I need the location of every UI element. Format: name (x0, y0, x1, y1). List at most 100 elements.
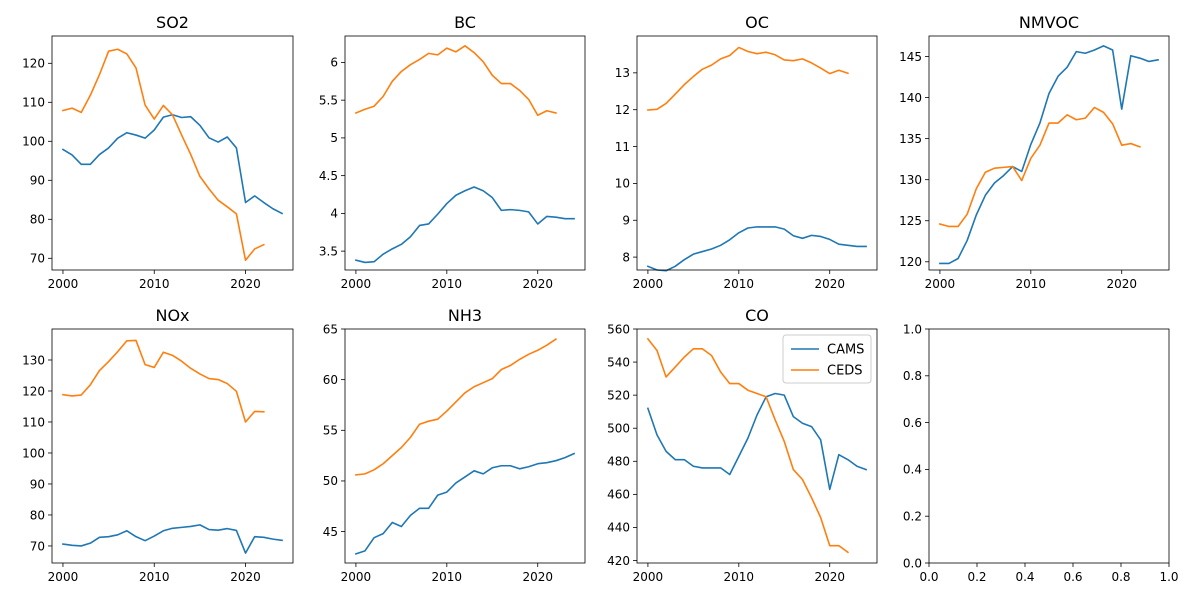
x-tick-label: 2020 (230, 277, 261, 291)
y-tick-label: 110 (22, 96, 45, 110)
series-line-cams (62, 524, 283, 554)
subplot-title: NOx (155, 306, 189, 325)
y-tick-label: 1.0 (903, 322, 922, 336)
x-tick-label: 1.0 (1159, 570, 1178, 584)
x-tick-label: 2020 (522, 570, 553, 584)
legend-box (782, 334, 872, 384)
y-tick-label: 0.0 (903, 556, 922, 570)
y-tick-label: 6 (330, 56, 338, 70)
axes-frame (344, 328, 586, 564)
y-tick-label: 0.4 (903, 463, 922, 477)
y-tick-label: 70 (30, 252, 45, 266)
x-tick-label: 2000 (48, 277, 79, 291)
y-tick-label: 11 (615, 140, 630, 154)
subplot-empty: 0.0 0.2 0.4 0.6 0.8 1.0 0.0 0.2 0.4 0.6 0.8 1.0 (903, 322, 1179, 584)
y-tick-label: 560 (607, 322, 630, 336)
subplot-co: CO 2000 2010 2020 420 440 460 480 500 520 540 560 CA… (607, 306, 878, 584)
series-line-cams (61, 113, 284, 215)
y-tick-label: 12 (615, 103, 630, 117)
series-line-cams (354, 452, 576, 555)
y-tick-label: 10 (615, 177, 630, 191)
y-tick-label: 420 (607, 554, 630, 568)
y-tick-label: 100 (22, 135, 45, 149)
y-tick-label: 90 (30, 174, 45, 188)
y-tick-label: 50 (323, 474, 338, 488)
subplot-title: NMVOC (1019, 13, 1079, 32)
series-line-ceds (354, 45, 557, 117)
subplot-so2: SO2 2000 2010 2020 70 80 90 100 110 120 (22, 13, 294, 291)
x-tick-label: 0.8 (1111, 570, 1130, 584)
series-line-ceds (355, 338, 558, 476)
axes-frame (51, 328, 294, 564)
y-tick-label: 45 (323, 525, 338, 539)
y-tick-label: 480 (607, 455, 630, 469)
subplot-title: CO (745, 306, 769, 325)
x-tick-label: 0.2 (967, 570, 986, 584)
y-tick-label: 140 (899, 91, 922, 105)
y-tick-label: 130 (22, 353, 45, 367)
series-line-cams (646, 226, 867, 272)
y-tick-label: 440 (607, 521, 630, 535)
axes-frame (928, 328, 1170, 564)
x-tick-label: 2020 (814, 570, 845, 584)
y-tick-label: 3.5 (319, 244, 338, 258)
y-tick-label: 9 (622, 214, 630, 228)
y-tick-label: 110 (22, 415, 45, 429)
x-tick-label: 2010 (139, 570, 170, 584)
y-tick-label: 0.2 (903, 510, 922, 524)
y-tick-label: 8 (622, 250, 630, 264)
y-tick-label: 4 (330, 207, 338, 221)
y-tick-label: 120 (899, 255, 922, 269)
series-line-cams (646, 392, 868, 491)
y-tick-label: 4.5 (319, 169, 338, 183)
axes-frame (51, 35, 294, 271)
y-tick-label: 80 (30, 508, 45, 522)
y-tick-label: 120 (22, 384, 45, 398)
x-tick-label: 2020 (522, 277, 553, 291)
x-tick-label: 2020 (814, 277, 845, 291)
x-tick-label: 2000 (341, 277, 372, 291)
y-tick-label: 5 (330, 131, 338, 145)
y-tick-label: 55 (323, 424, 338, 438)
x-tick-label: 2000 (925, 277, 956, 291)
subplot-title: OC (745, 13, 769, 32)
y-tick-label: 0.8 (903, 369, 922, 383)
series-line-ceds (938, 106, 1141, 228)
axes-frame (344, 35, 586, 271)
y-tick-label: 70 (30, 539, 45, 553)
series-line-cams (354, 186, 575, 264)
x-tick-label: 2020 (1106, 277, 1137, 291)
subplot-title: NH3 (448, 306, 482, 325)
subplot-title: SO2 (156, 13, 189, 32)
y-tick-label: 5.5 (319, 93, 338, 107)
axes-frame (636, 35, 878, 271)
y-tick-label: 125 (899, 214, 922, 228)
y-tick-label: 135 (899, 132, 922, 146)
y-tick-label: 500 (607, 422, 630, 436)
series-line-ceds (61, 48, 265, 262)
x-tick-label: 0.6 (1063, 570, 1082, 584)
y-tick-label: 13 (615, 66, 630, 80)
y-tick-label: 540 (607, 355, 630, 369)
subplot-nh3: NH3 2000 2010 2020 45 50 55 60 65 (323, 306, 586, 584)
y-tick-label: 460 (607, 488, 630, 502)
series-line-ceds (646, 337, 850, 554)
y-tick-label: 520 (607, 388, 630, 402)
x-tick-label: 2000 (633, 277, 664, 291)
x-tick-label: 2000 (633, 570, 664, 584)
x-tick-label: 2000 (341, 570, 372, 584)
y-tick-label: 80 (30, 213, 45, 227)
legend-label-ceds: CEDS (827, 364, 863, 379)
y-tick-label: 130 (899, 173, 922, 187)
axes-frame (636, 328, 878, 564)
x-tick-label: 2010 (139, 277, 170, 291)
y-tick-label: 60 (323, 373, 338, 387)
subplot-nmvoc: NMVOC 2000 2010 2020 120 125 130 135 140 145 (899, 13, 1170, 291)
y-tick-label: 90 (30, 477, 45, 491)
x-tick-label: 2010 (724, 277, 755, 291)
x-tick-label: 2020 (230, 570, 261, 584)
subplot-nox: NOx 2000 2010 2020 70 80 90 100 110 120 130 (22, 306, 294, 584)
legend: CAMS CEDS (782, 334, 872, 384)
y-tick-label: 100 (22, 446, 45, 460)
